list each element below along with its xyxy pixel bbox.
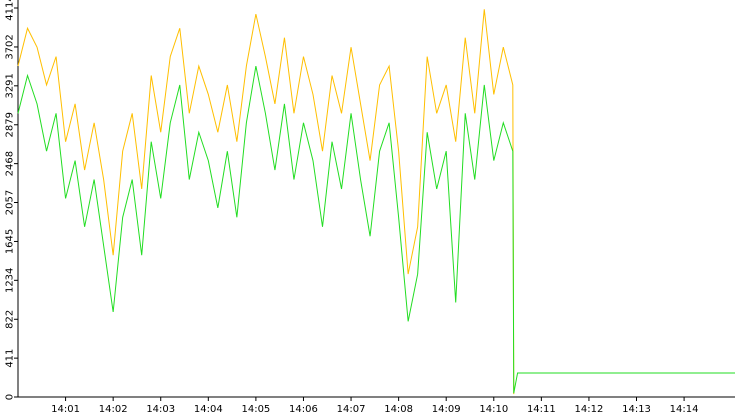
y-tick-label: 411 xyxy=(5,349,16,368)
x-tick-label: 14:11 xyxy=(527,404,556,415)
x-tick-label: 14:01 xyxy=(51,404,80,415)
y-tick-label: 822 xyxy=(5,310,16,329)
x-tick-label: 14:05 xyxy=(241,404,270,415)
y-tick-label: 2468 xyxy=(5,151,16,176)
y-tick-label: 4114 xyxy=(5,0,16,21)
series-line xyxy=(17,9,515,395)
series-line xyxy=(17,65,735,394)
y-tick-label: 2879 xyxy=(4,112,15,137)
x-tick-label: 14:14 xyxy=(670,404,699,415)
x-tick-label: 14:13 xyxy=(622,404,651,415)
x-tick-label: 14:08 xyxy=(384,404,413,415)
y-tick-label: 1234 xyxy=(5,268,16,293)
x-tick-label: 14:12 xyxy=(575,404,604,415)
x-tick-label: 14:02 xyxy=(99,404,128,415)
x-tick-label: 14:03 xyxy=(146,404,175,415)
x-tick-label: 14:10 xyxy=(479,404,508,415)
x-tick-label: 14:04 xyxy=(194,404,223,415)
x-tick-label: 14:06 xyxy=(289,404,318,415)
y-tick-label: 2057 xyxy=(5,190,16,215)
y-tick-label: 1645 xyxy=(5,229,16,254)
x-tick-label: 14:09 xyxy=(432,404,461,415)
y-tick-label: 3702 xyxy=(5,34,16,59)
y-tick-label: 3291 xyxy=(5,73,16,98)
y-tick-label: 0 xyxy=(5,394,16,400)
x-tick-label: 14:07 xyxy=(337,404,366,415)
